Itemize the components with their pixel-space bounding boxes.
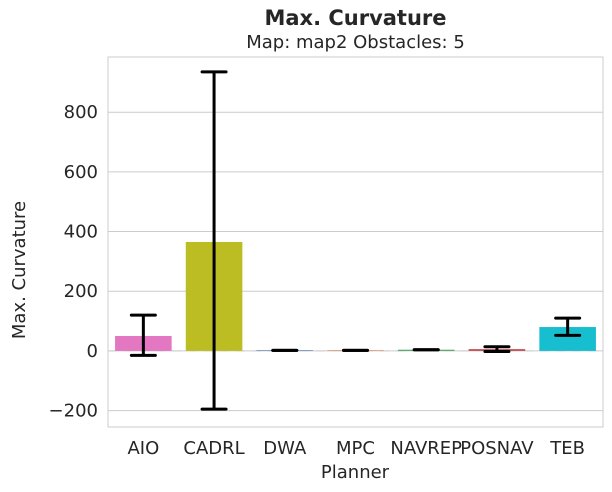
- x-tick-label: NAVREP: [390, 438, 462, 459]
- error-bar-cadrl: [200, 70, 228, 411]
- x-tick-label: AIO: [127, 438, 159, 459]
- y-tick-label: 400: [64, 222, 98, 243]
- y-tick-label: 600: [64, 162, 98, 183]
- bar-teb: [539, 327, 596, 351]
- grid-lines: [108, 111, 603, 412]
- x-axis-label: Planner: [321, 462, 390, 483]
- x-tick-label: DWA: [263, 438, 307, 459]
- y-tick-label: 0: [87, 341, 98, 362]
- error-bar-aio: [129, 313, 157, 357]
- error-bar-posnav: [483, 345, 511, 354]
- x-tick-label: TEB: [549, 438, 585, 459]
- y-tick-label: 800: [64, 102, 98, 123]
- y-tick-labels: −200 0 200 400 600 800: [49, 102, 98, 421]
- plot-frame: [107, 56, 604, 428]
- bars: [115, 242, 596, 351]
- y-tick-label: 200: [64, 281, 98, 302]
- chart-title: Max. Curvature: [264, 6, 447, 30]
- error-bar-teb: [554, 316, 582, 337]
- y-tick-label: −200: [49, 401, 98, 422]
- y-axis-label: Max. Curvature: [9, 201, 30, 339]
- x-tick-label: POSNAV: [460, 438, 534, 459]
- chart-subtitle: Map: map2 Obstacles: 5: [246, 32, 465, 53]
- error-bars: [129, 70, 582, 411]
- x-tick-label: MPC: [336, 438, 375, 459]
- x-tick-label: CADRL: [183, 438, 244, 459]
